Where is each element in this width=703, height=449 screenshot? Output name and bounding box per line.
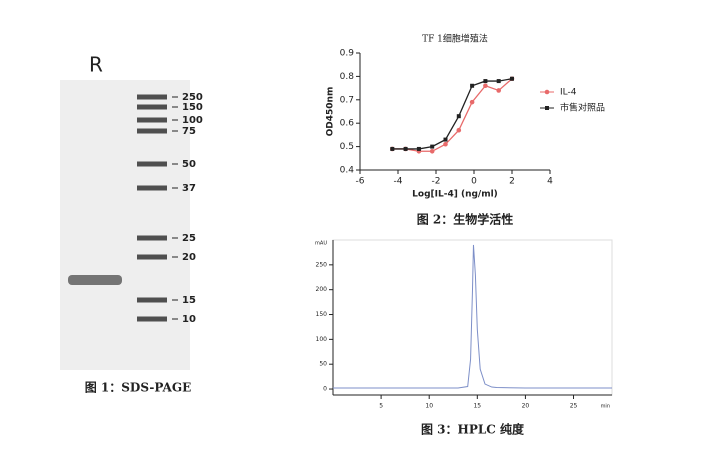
marker-label: 37 — [182, 183, 196, 194]
point — [496, 88, 502, 93]
marker-label: 10 — [182, 314, 196, 325]
point — [390, 146, 395, 151]
marker-label: 20 — [182, 252, 196, 263]
gel-image — [60, 80, 190, 370]
caption: 图 1：SDS-PAGE — [85, 381, 192, 395]
y-tick-label: 250 — [316, 261, 328, 268]
point — [430, 144, 435, 149]
point — [470, 83, 475, 88]
x-tick-label: 25 — [570, 403, 578, 410]
point — [483, 79, 488, 84]
marker-band — [137, 254, 167, 260]
y-tick-label: 200 — [316, 286, 328, 293]
point — [403, 146, 408, 151]
y-axis-label: OD450nm — [326, 87, 336, 137]
y-tick-label: 0.8 — [340, 72, 355, 82]
x-axis-label: min — [601, 404, 610, 410]
point — [469, 99, 475, 105]
legend-label: IL-4 — [560, 88, 577, 98]
lane-label: R — [89, 53, 103, 77]
x-tick-label: 0 — [471, 177, 477, 187]
marker-band — [137, 94, 167, 100]
point — [456, 114, 461, 119]
x-axis-label: Log[IL-4] (ng/ml) — [412, 190, 498, 200]
x-tick-label: 5 — [379, 403, 383, 410]
x-tick-label: -4 — [394, 177, 403, 187]
marker-label: 250 — [182, 92, 203, 103]
x-tick-label: 20 — [522, 403, 530, 410]
marker-label: 25 — [182, 233, 196, 244]
point — [443, 137, 448, 142]
marker-band — [137, 117, 167, 123]
point — [429, 148, 435, 154]
x-tick-label: 2 — [509, 177, 515, 187]
series-line — [392, 78, 513, 150]
marker-band — [137, 185, 167, 191]
caption: 图 2：生物学活性 — [417, 212, 514, 227]
marker-label: 50 — [182, 159, 196, 170]
marker-band — [137, 161, 167, 167]
marker-band — [137, 316, 167, 322]
legend-marker — [545, 106, 549, 110]
plot-frame — [332, 239, 613, 396]
point — [510, 76, 514, 81]
x-tick-label: 15 — [473, 403, 481, 410]
y-tick-label: 50 — [319, 361, 327, 368]
y-axis-label: mAU — [315, 241, 327, 247]
marker-band — [137, 235, 167, 241]
marker-band — [137, 128, 167, 134]
chart-title: TF 1细胞增殖法 — [422, 33, 488, 45]
y-tick-label: 0.9 — [340, 49, 355, 59]
point — [416, 146, 421, 151]
legend-marker — [544, 89, 550, 95]
x-tick-label: -2 — [432, 177, 441, 187]
x-tick-label: 10 — [425, 403, 433, 410]
y-tick-label: 100 — [316, 336, 328, 343]
y-tick-label: 0.6 — [340, 119, 355, 129]
point — [483, 83, 488, 89]
marker-label: 150 — [182, 102, 203, 113]
point — [443, 141, 448, 147]
y-tick-label: 0.7 — [340, 95, 354, 105]
point — [496, 79, 501, 84]
series-line — [392, 78, 513, 152]
y-tick-label: 0.4 — [340, 166, 355, 176]
y-tick-label: 0.5 — [340, 142, 354, 152]
marker-band — [137, 297, 167, 303]
x-tick-label: -6 — [356, 177, 365, 187]
x-tick-label: 4 — [547, 177, 553, 187]
marker-band — [137, 104, 167, 110]
legend-label: 市售对照品 — [560, 102, 605, 114]
marker-label: 75 — [182, 126, 196, 137]
sample-band — [68, 275, 122, 285]
caption: 图 3：HPLC 纯度 — [421, 422, 525, 437]
point — [456, 127, 462, 133]
series-line — [333, 244, 612, 389]
marker-label: 15 — [182, 295, 196, 306]
y-tick-label: 150 — [316, 311, 328, 318]
marker-label: 100 — [182, 115, 203, 126]
y-tick-label: 0 — [323, 386, 327, 393]
